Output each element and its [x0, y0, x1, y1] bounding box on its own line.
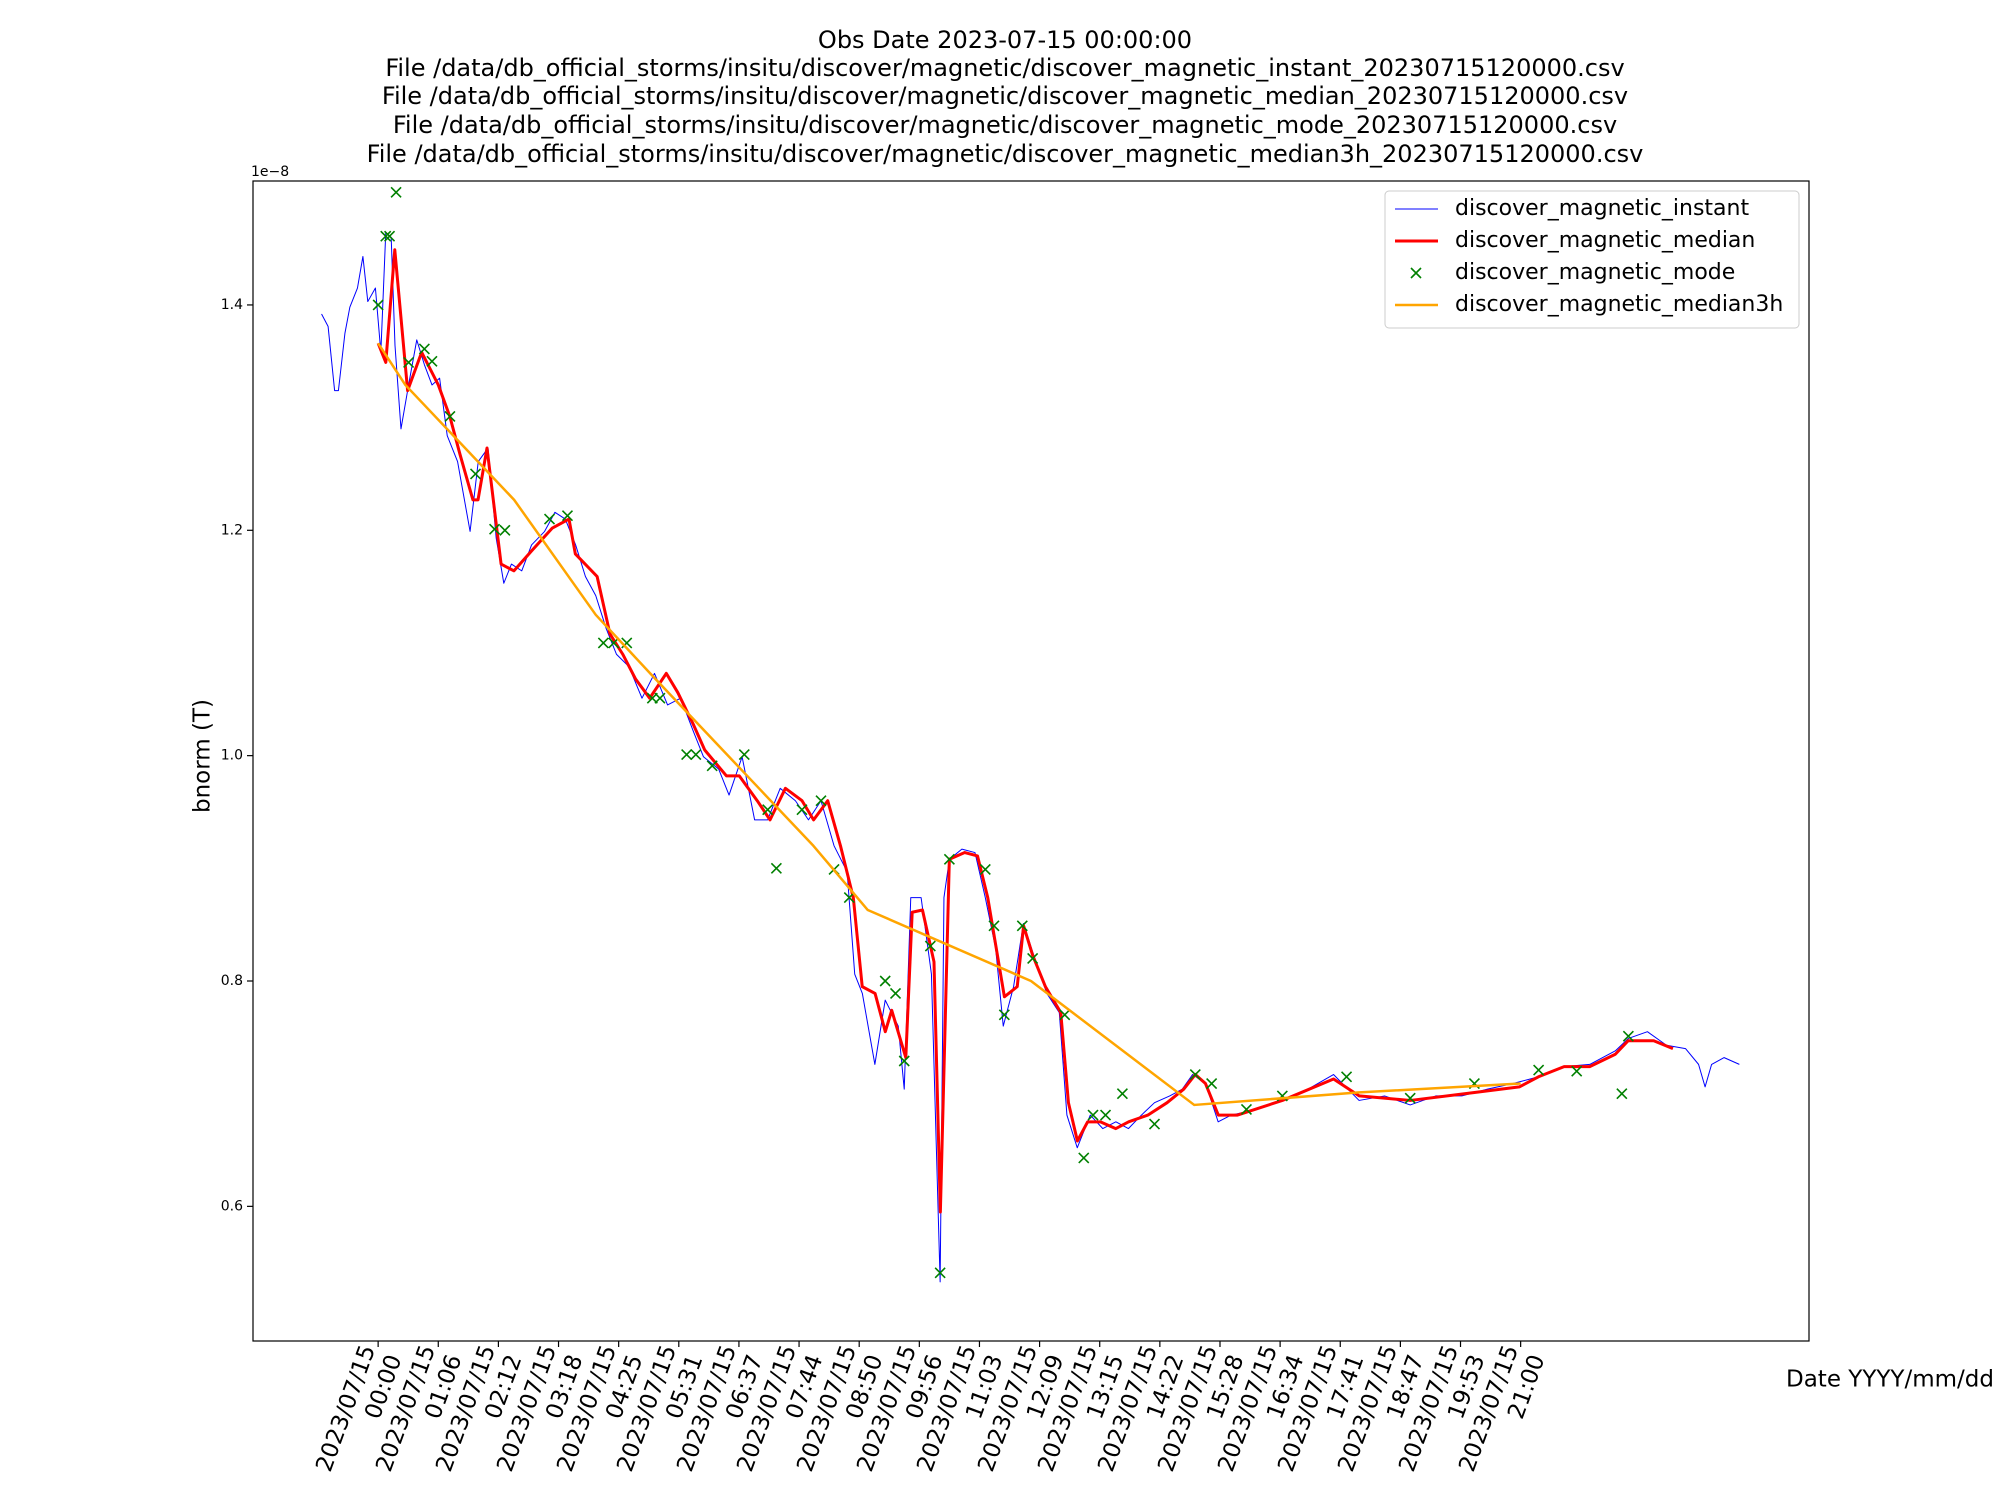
mode-marker: [1016, 920, 1028, 932]
series: [376, 248, 1674, 1214]
mode-marker: [1533, 1064, 1545, 1076]
mode-marker: [1571, 1065, 1583, 1077]
mode-marker: [1087, 1109, 1099, 1121]
mode-marker: [889, 987, 902, 999]
y-tick-label: 1.0: [221, 748, 243, 764]
mode-marker: [418, 343, 430, 355]
mode-marker: [770, 862, 782, 874]
series: [377, 342, 1521, 1107]
mode-marker: [1240, 1103, 1253, 1116]
series-line: [377, 342, 1521, 1107]
mode-marker: [681, 748, 693, 761]
mode-marker: [444, 410, 456, 423]
mode-marker: [898, 1055, 910, 1067]
y-tick-label: 1.4: [221, 297, 243, 313]
plot-frame: [252, 180, 1810, 1342]
y-offset-label: 1e−8: [251, 164, 289, 180]
series: [372, 186, 1634, 1279]
mode-marker: [738, 748, 750, 761]
mode-marker: [561, 510, 574, 522]
mode-marker: [597, 637, 609, 649]
y-tick-label: 1.2: [221, 522, 243, 538]
mode-marker: [372, 299, 384, 311]
mode-marker: [426, 355, 438, 367]
mode-marker: [843, 892, 855, 904]
mode-marker: [390, 186, 402, 198]
mode-marker: [879, 975, 891, 987]
mode-marker: [1148, 1118, 1161, 1130]
mode-marker: [1340, 1071, 1353, 1083]
mode-marker: [380, 230, 392, 242]
chart-subtitle: File /data/db_official_storms/insitu/dis…: [367, 140, 1644, 168]
y-tick-label: 0.8: [221, 973, 243, 989]
legend-marker: [1410, 267, 1422, 279]
mode-marker: [403, 356, 415, 368]
mode-marker: [998, 1009, 1010, 1021]
x-axis-label: Date YYYY/mm/dd: [1786, 1367, 1994, 1393]
mode-marker: [924, 940, 936, 952]
mode-marker: [543, 513, 556, 525]
chart-title: Obs Date 2023-07-15 00:00:00: [818, 26, 1192, 54]
mode-marker: [654, 692, 666, 704]
series: [321, 232, 1740, 1283]
mode-marker: [1078, 1152, 1090, 1164]
mode-marker: [706, 760, 718, 772]
mode-marker: [1616, 1088, 1628, 1100]
mode-marker: [988, 920, 1000, 932]
mode-marker: [608, 637, 620, 649]
mode-marker: [1059, 1009, 1071, 1021]
mode-marker: [1404, 1092, 1416, 1104]
mode-marker: [690, 748, 702, 761]
series-line: [376, 248, 1674, 1214]
mode-marker: [943, 853, 955, 865]
mode-marker: [383, 230, 396, 242]
mode-marker: [488, 523, 501, 535]
mode-marker: [934, 1267, 946, 1279]
legend-box: [1384, 190, 1800, 329]
series-line: [321, 232, 1740, 1283]
mode-marker: [815, 795, 827, 807]
mode-marker: [1116, 1088, 1128, 1100]
legend-label: discover_magnetic_instant: [1455, 196, 1749, 221]
mode-marker: [469, 468, 482, 480]
mode-marker: [1206, 1077, 1218, 1090]
chart-subtitle: File /data/db_official_storms/insitu/dis…: [382, 82, 1628, 110]
y-tick-label: 0.6: [221, 1198, 243, 1214]
legend-label: discover_magnetic_median: [1455, 228, 1755, 253]
mode-marker: [499, 524, 511, 536]
legend-label: discover_magnetic_median3h: [1455, 292, 1783, 317]
y-axis-label: bnorm (T): [190, 699, 216, 813]
legend-label: discover_magnetic_mode: [1455, 260, 1735, 285]
mode-marker: [1099, 1109, 1112, 1121]
mode-marker: [762, 804, 774, 816]
mode-marker: [1622, 1030, 1634, 1042]
mode-marker: [1027, 952, 1039, 965]
mode-marker: [979, 863, 991, 876]
chart-subtitle: File /data/db_official_storms/insitu/dis…: [393, 111, 1617, 139]
mode-marker: [796, 804, 808, 816]
mode-marker: [1189, 1068, 1201, 1081]
chart-subtitle: File /data/db_official_storms/insitu/dis…: [385, 54, 1624, 82]
